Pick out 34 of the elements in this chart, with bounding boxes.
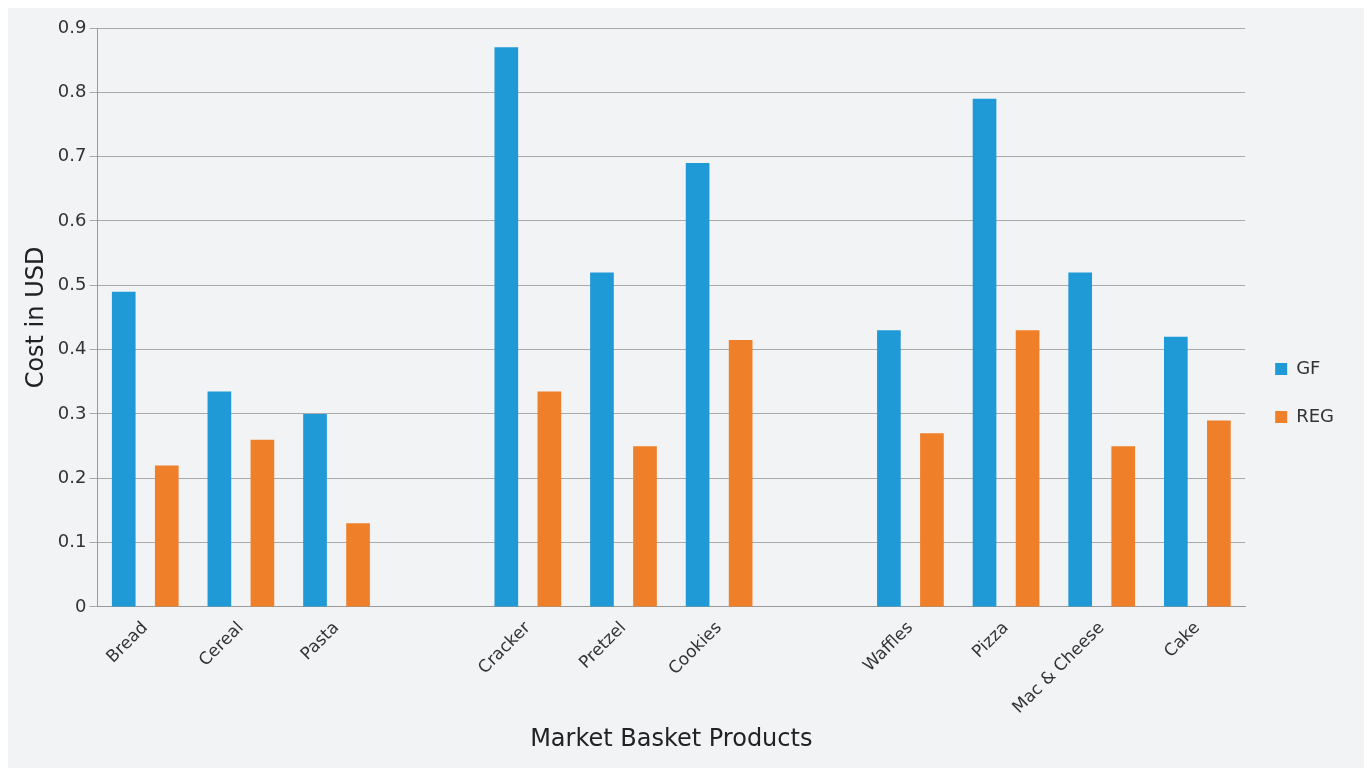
bar [590,272,614,607]
y-tick-label: 0.6 [57,208,87,230]
bar [728,339,753,607]
y-tick-label: 0 [74,594,87,616]
bar [111,291,136,607]
y-tick-label: 0.4 [57,337,87,359]
legend-label: REG [1296,404,1334,426]
bar [920,433,944,607]
y-tick-label: 0.1 [57,530,87,552]
bar [494,47,519,607]
bar [154,465,179,607]
bar [633,446,657,607]
x-axis-title: Market Basket Products [530,723,813,752]
bar [972,98,997,607]
y-tick-label: 0.9 [57,15,87,37]
y-tick-label: 0.5 [57,272,87,294]
bar [1163,336,1188,607]
y-tick-label: 0.3 [57,401,87,423]
bar [250,439,275,607]
legend-label: GF [1296,356,1321,378]
bar [346,523,370,607]
bar [1111,446,1136,607]
y-tick-label: 0.7 [57,144,87,166]
bar [685,163,710,607]
y-tick-label: 0.8 [57,80,87,101]
bar [303,413,327,607]
bar [877,330,901,607]
bar [1015,330,1040,607]
y-axis-title: Cost in USD [20,246,49,389]
y-tick-label: 0.2 [57,465,87,487]
bar [537,391,562,607]
bar [1068,272,1093,607]
bar [207,391,232,607]
bar [1207,420,1231,607]
